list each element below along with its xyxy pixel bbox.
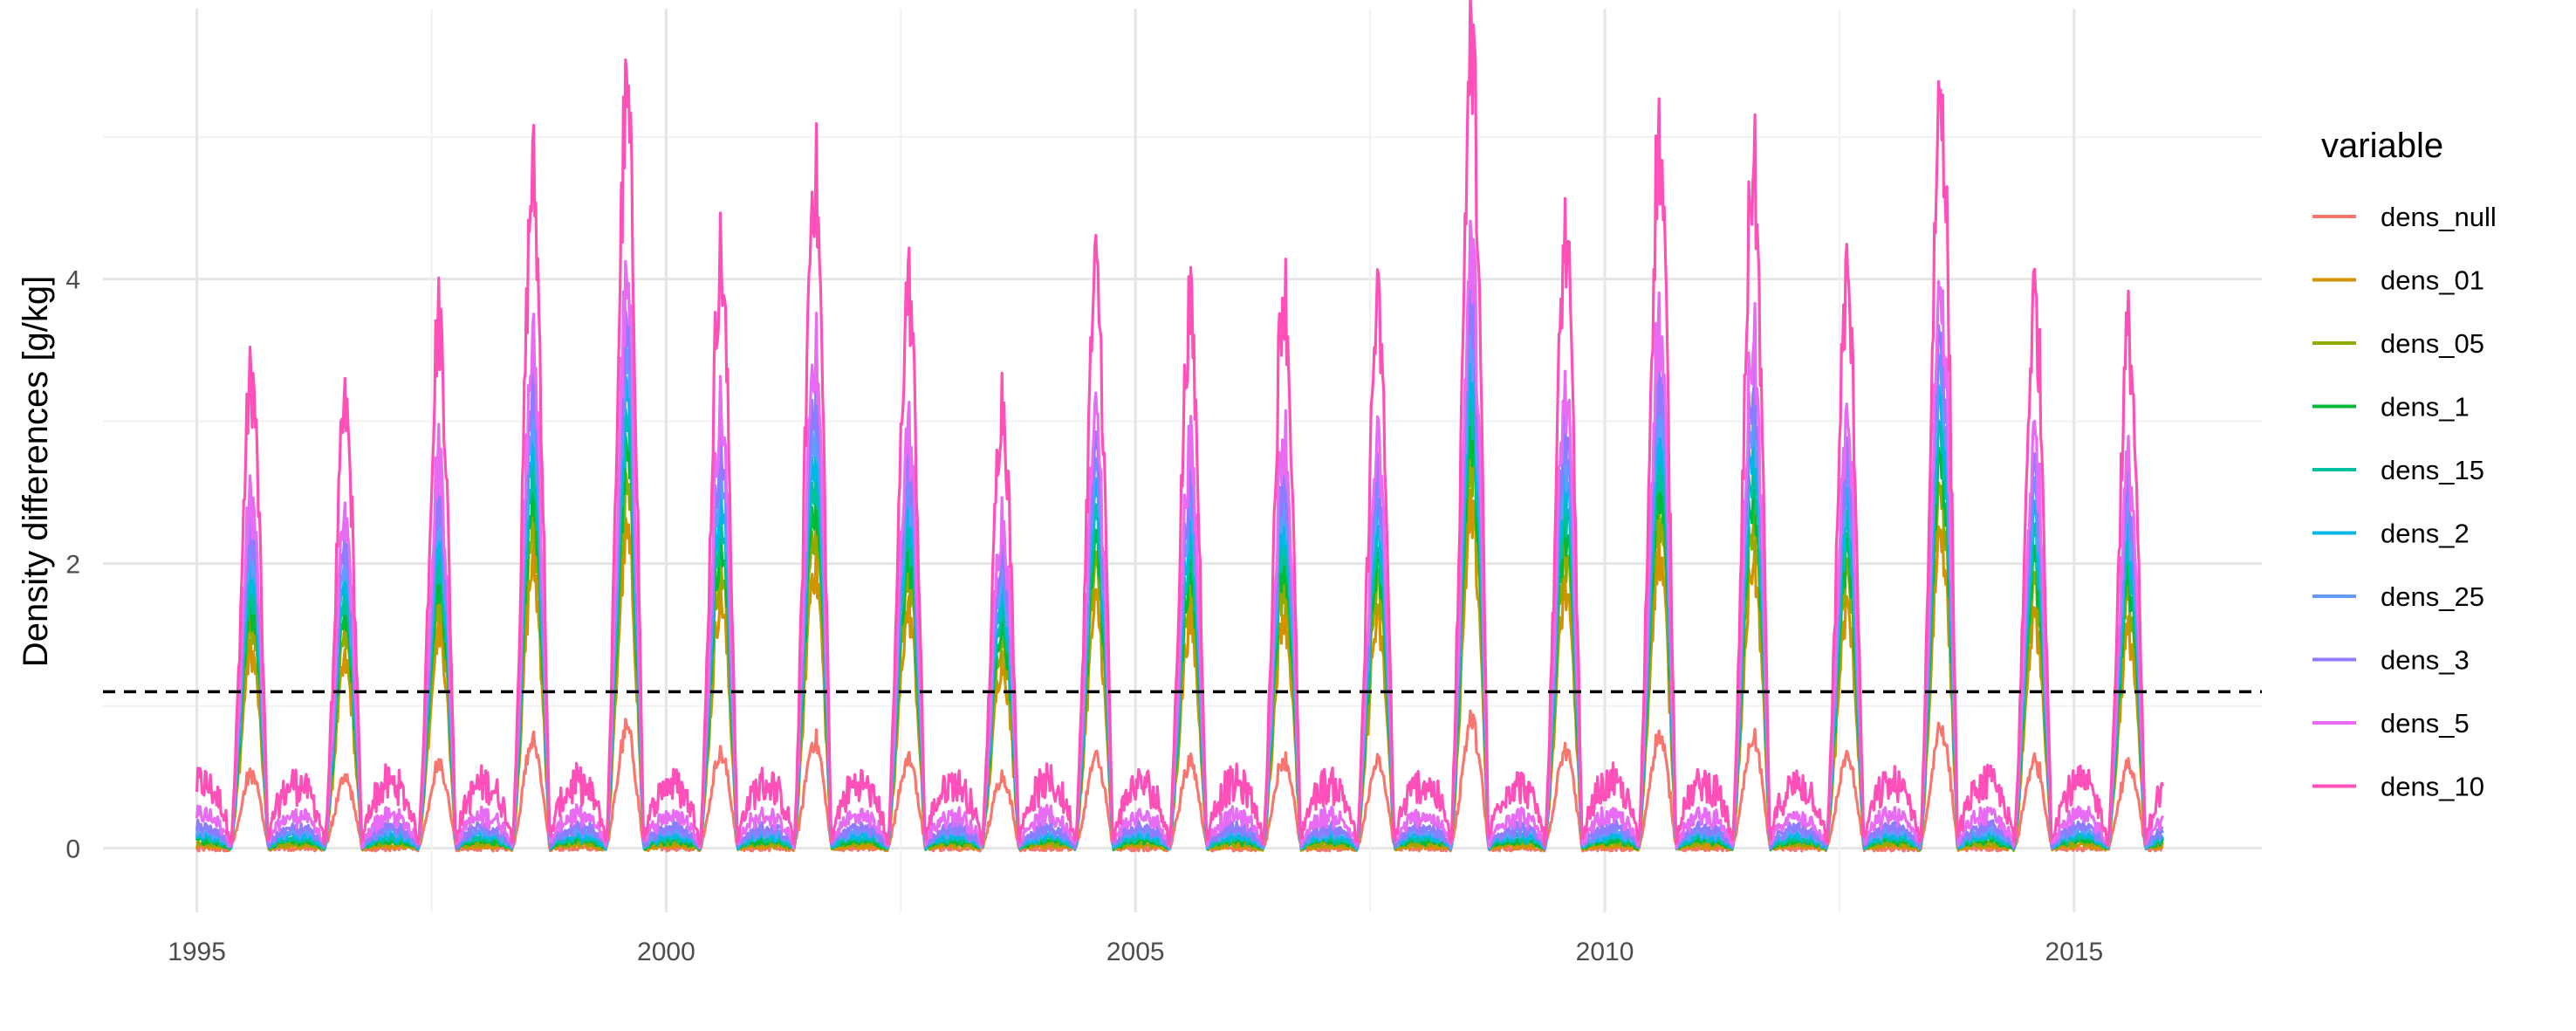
axes: 1995 2000 2005 2010 2015 0 2 4 <box>65 266 2103 966</box>
legend-label: dens_05 <box>2381 328 2484 359</box>
x-tick-label: 2005 <box>1106 938 1165 966</box>
y-axis-title: Density differences [g/kg] <box>17 276 55 667</box>
y-tick-label: 4 <box>65 266 80 295</box>
series-lines <box>195 0 2165 853</box>
legend-label: dens_25 <box>2381 581 2484 612</box>
x-tick-label: 2010 <box>1576 938 1634 966</box>
series-line-dens-5 <box>195 219 2164 850</box>
legend-title: variable <box>2321 127 2443 165</box>
legend-label: dens_1 <box>2381 392 2470 423</box>
legend-label: dens_5 <box>2381 708 2470 739</box>
legend-label: dens_null <box>2381 202 2497 232</box>
legend-label: dens_3 <box>2381 645 2470 676</box>
series-line-dens-null <box>195 709 2164 853</box>
y-tick-label: 2 <box>65 551 80 580</box>
series-line-dens-10 <box>195 0 2165 847</box>
legend-label: dens_2 <box>2381 519 2470 549</box>
legend-label: dens_10 <box>2381 772 2484 802</box>
x-tick-label: 2015 <box>2045 938 2103 966</box>
x-tick-label: 1995 <box>168 938 226 966</box>
legend-label: dens_15 <box>2381 455 2484 485</box>
legend-label: dens_01 <box>2381 265 2484 296</box>
legend: variable dens_null dens_01 dens_05 dens_1de… <box>2312 127 2497 802</box>
y-tick-label: 0 <box>65 835 80 864</box>
x-tick-label: 2000 <box>637 938 695 966</box>
